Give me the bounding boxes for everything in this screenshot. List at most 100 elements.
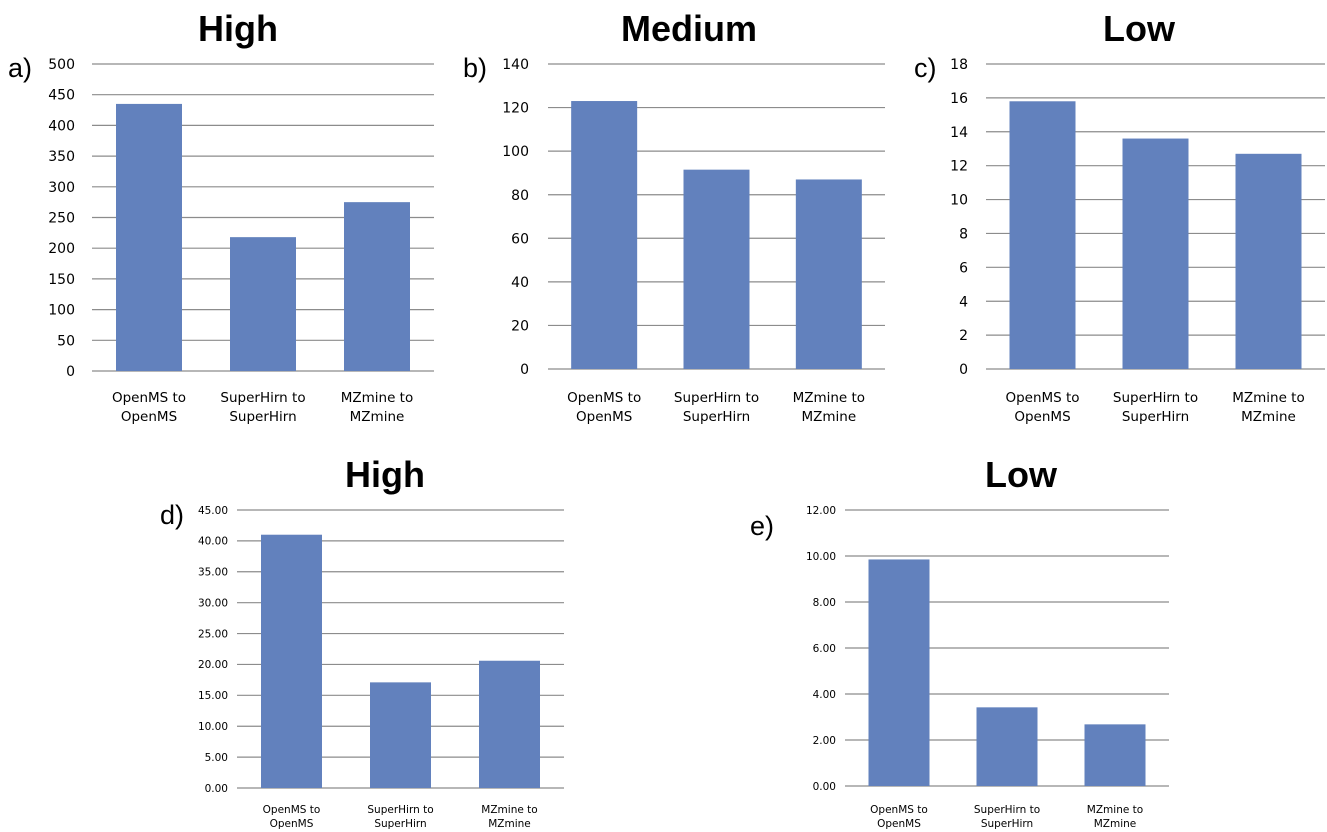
x-category-label-line: OpenMS to (870, 804, 928, 816)
bar-3 (1084, 724, 1146, 786)
y-tick-label: 150 (48, 272, 75, 288)
panel-label: a) (8, 53, 32, 83)
x-category-label-line: OpenMS (270, 818, 314, 830)
chart-title: High (345, 454, 425, 495)
panel-label: c) (914, 53, 937, 83)
y-tick-label: 0.00 (813, 781, 836, 793)
y-tick-label: 40.00 (198, 536, 228, 548)
x-category-label: MZmine to MZmine (481, 804, 537, 830)
y-tick-label: 12 (950, 159, 968, 175)
x-category-label-line: SuperHirn (1122, 409, 1189, 425)
x-category-label-line: MZmine to (481, 804, 537, 816)
y-tick-label: 5.00 (205, 752, 228, 764)
y-tick-label: 0 (959, 362, 968, 378)
bar-1 (571, 101, 638, 370)
x-category-label: MZmine to MZmine (793, 390, 866, 425)
y-tick-label: 400 (48, 118, 75, 134)
y-tick-label: 2 (959, 328, 968, 344)
chart-panel-5: Low e) 0.00 2.00 4.00 6.00 8.00 10.00 12.00 OpenM… (750, 454, 1169, 830)
y-tick-label: 40 (511, 275, 529, 291)
y-tick-label: 450 (48, 88, 75, 104)
x-category-label-line: OpenMS to (112, 390, 186, 406)
y-tick-label: 0 (66, 364, 75, 380)
y-tick-label: 2.00 (813, 735, 836, 747)
y-tick-label: 10.00 (198, 721, 228, 733)
y-tick-label: 200 (48, 241, 75, 257)
x-category-label-line: SuperHirn (229, 409, 296, 425)
y-tick-label: 6.00 (813, 643, 836, 655)
x-category-label-line: MZmine to (1232, 390, 1305, 406)
y-tick-label: 25.00 (198, 628, 228, 640)
y-tick-label: 14 (950, 125, 968, 141)
x-category-label-line: SuperHirn to (220, 390, 305, 406)
x-category-label: MZmine to MZmine (1232, 390, 1305, 425)
x-category-label: OpenMS to OpenMS (263, 804, 321, 830)
y-tick-label: 4 (959, 294, 968, 310)
y-tick-label: 20.00 (198, 659, 228, 671)
x-category-label-line: SuperHirn to (974, 804, 1040, 816)
bar-2 (683, 169, 750, 369)
x-category-label-line: MZmine (1241, 409, 1296, 425)
x-category-label: SuperHirn to SuperHirn (367, 804, 433, 830)
y-tick-label: 15.00 (198, 690, 228, 702)
chart-title: Low (1103, 8, 1176, 49)
y-tick-label: 0.00 (205, 783, 228, 795)
y-tick-label: 250 (48, 211, 75, 227)
x-category-label-line: MZmine (350, 409, 405, 425)
x-category-label: SuperHirn to SuperHirn (974, 804, 1040, 830)
y-tick-label: 60 (511, 231, 529, 247)
panel-label: d) (160, 500, 184, 530)
y-tick-label: 4.00 (813, 689, 836, 701)
x-category-label-line: MZmine to (793, 390, 866, 406)
y-tick-label: 100 (48, 303, 75, 319)
y-tick-label: 20 (511, 318, 529, 334)
chart-panel-1: High a) 0 50 100 150 200 250 300 350 400 450 500 Open… (8, 8, 434, 425)
bar-2 (230, 237, 296, 371)
x-category-label-line: SuperHirn to (1113, 390, 1198, 406)
chart-panel-4: High d) 0.00 5.00 10.00 15.00 20.00 25.00 30.00 3… (160, 454, 564, 830)
x-category-label-line: OpenMS (1014, 409, 1070, 425)
x-category-label-line: SuperHirn to (367, 804, 433, 816)
y-tick-label: 350 (48, 149, 75, 165)
x-category-label-line: OpenMS (877, 818, 921, 830)
x-category-label-line: OpenMS to (567, 390, 641, 406)
x-category-label-line: SuperHirn (683, 409, 750, 425)
bar-2 (976, 707, 1038, 786)
x-category-label: OpenMS to OpenMS (1005, 390, 1079, 425)
x-category-label-line: MZmine to (341, 390, 414, 406)
bar-1 (1009, 101, 1076, 370)
x-category-label-line: OpenMS to (1005, 390, 1079, 406)
y-tick-label: 80 (511, 188, 529, 204)
x-category-label-line: OpenMS (576, 409, 632, 425)
y-tick-label: 300 (48, 180, 75, 196)
y-tick-label: 100 (502, 144, 529, 160)
y-tick-label: 10 (950, 193, 968, 209)
x-category-label: MZmine to MZmine (341, 390, 414, 425)
y-tick-label: 10.00 (806, 551, 836, 563)
x-category-label-line: MZmine (1094, 818, 1137, 830)
bar-3 (344, 202, 410, 371)
bar-1 (116, 103, 182, 371)
x-category-label: OpenMS to OpenMS (567, 390, 641, 425)
x-category-label-line: SuperHirn to (674, 390, 759, 406)
y-tick-label: 140 (502, 57, 529, 73)
bar-3 (479, 660, 540, 788)
x-category-label-line: OpenMS (121, 409, 177, 425)
y-tick-label: 8 (959, 226, 968, 242)
y-tick-label: 18 (950, 57, 968, 73)
y-tick-label: 8.00 (813, 597, 836, 609)
chart-title: Low (985, 454, 1058, 495)
x-category-label: OpenMS to OpenMS (870, 804, 928, 830)
x-category-label-line: MZmine (488, 818, 531, 830)
chart-title: Medium (621, 8, 757, 49)
bar-3 (1235, 153, 1302, 369)
x-category-label: SuperHirn to SuperHirn (1113, 390, 1198, 425)
x-category-label-line: SuperHirn (374, 818, 426, 830)
bar-3 (795, 179, 862, 369)
y-tick-label: 35.00 (198, 567, 228, 579)
y-tick-label: 0 (520, 362, 529, 378)
x-category-label-line: MZmine to (1087, 804, 1143, 816)
y-tick-label: 6 (959, 260, 968, 276)
